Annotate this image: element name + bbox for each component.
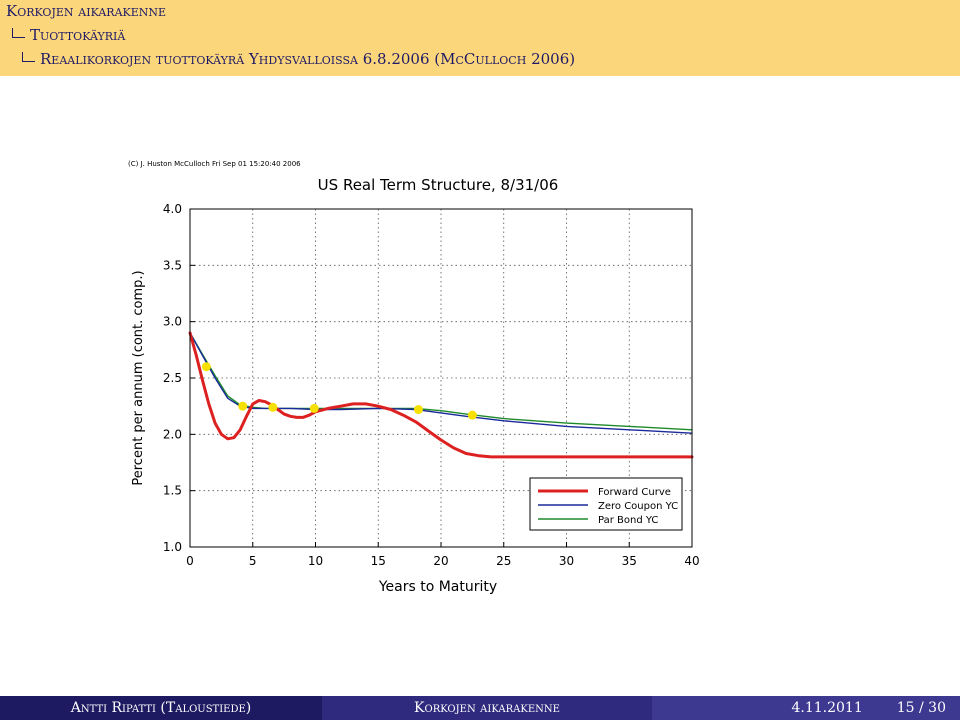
observed-point	[201, 362, 211, 372]
subsection-label: Tuottokäyriä	[30, 26, 126, 44]
x-tick-label: 30	[559, 554, 574, 568]
observed-point	[268, 402, 278, 412]
chart-svg: (C) J. Huston McCulloch Fri Sep 01 15:20…	[128, 160, 700, 595]
legend: Forward Curve Zero Coupon YC Par Bond YC	[529, 477, 683, 531]
legend-label: Par Bond YC	[598, 515, 658, 526]
legend-box	[529, 477, 683, 531]
x-axis-label: Years to Maturity	[378, 579, 497, 595]
x-tick-label: 20	[433, 554, 448, 568]
observed-point	[309, 403, 319, 413]
slide-header: Korkojen aikarakenne Tuottokäyriä Reaali…	[0, 0, 960, 76]
axis-ticks: 0 5 10 15 20 25 30 35 40 1.0 1.5 2.0 2.5 3.0 3.5 4.0	[163, 202, 700, 568]
section-title: Korkojen aikarakenne	[6, 2, 167, 20]
plot-frame	[189, 208, 693, 548]
footer-meta: 4.11.2011 15 / 30	[652, 696, 960, 720]
chart-title: US Real Term Structure, 8/31/06	[318, 176, 559, 194]
observed-point	[413, 405, 423, 415]
x-tick-label: 15	[371, 554, 386, 568]
y-tick-label: 2.5	[163, 371, 182, 385]
x-tick-label: 40	[684, 554, 699, 568]
series-line-zero-coupon-yc	[189, 332, 693, 434]
y-tick-label: 3.5	[163, 258, 182, 272]
y-tick-label: 1.5	[163, 484, 182, 498]
x-tick-label: 25	[496, 554, 511, 568]
legend-label: Forward Curve	[598, 487, 671, 498]
tree-branch-icon	[22, 52, 35, 62]
series-line-forward-curve	[188, 331, 694, 459]
observed-point	[467, 410, 477, 420]
y-tick-label: 2.0	[163, 427, 182, 441]
tree-branch-icon	[12, 28, 25, 38]
subsection-title: Tuottokäyriä	[12, 26, 125, 44]
footer-page: 15 / 30	[896, 700, 946, 716]
frame-title-label: Reaalikorkojen tuottokäyrä Yhdysvalloiss…	[40, 50, 576, 68]
y-tick-label: 4.0	[163, 202, 182, 216]
y-tick-label: 3.0	[163, 315, 182, 329]
observed-points	[201, 362, 477, 420]
footer-date: 4.11.2011	[791, 700, 863, 716]
x-tick-label: 5	[249, 554, 257, 568]
legend-label: Zero Coupon YC	[598, 501, 678, 512]
slide-footer: Antti Ripatti (Taloustiede) Korkojen aik…	[0, 696, 960, 720]
chart-copyright: (C) J. Huston McCulloch Fri Sep 01 15:20…	[128, 160, 301, 168]
x-tick-label: 35	[622, 554, 637, 568]
frame-title: Reaalikorkojen tuottokäyrä Yhdysvalloiss…	[22, 50, 575, 68]
footer-author: Antti Ripatti (Taloustiede)	[0, 696, 322, 720]
x-tick-label: 0	[186, 554, 194, 568]
y-tick-label: 1.0	[163, 540, 182, 554]
footer-title: Korkojen aikarakenne	[322, 696, 652, 720]
yield-curve-chart: (C) J. Huston McCulloch Fri Sep 01 15:20…	[120, 150, 720, 610]
y-axis-label: Percent per annum (cont. comp.)	[131, 270, 146, 485]
observed-point	[238, 401, 248, 411]
x-tick-label: 10	[308, 554, 323, 568]
